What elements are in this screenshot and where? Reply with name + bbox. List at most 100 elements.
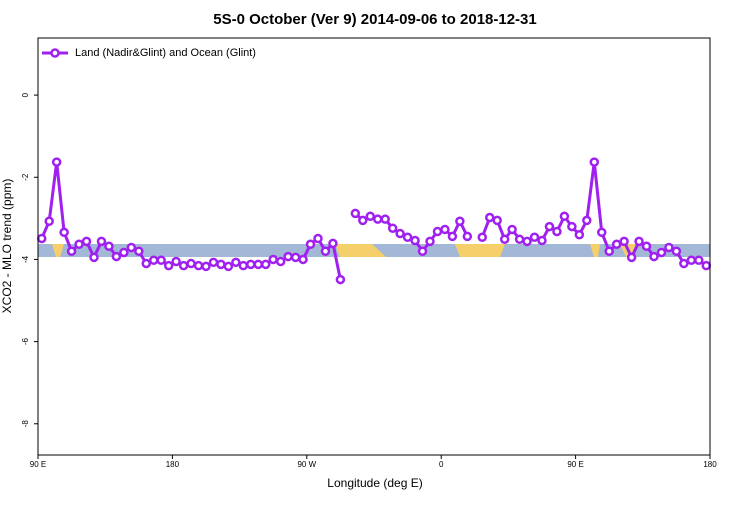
- data-point: [589, 157, 600, 167]
- data-point: [350, 208, 361, 219]
- data-point: [626, 252, 637, 263]
- data-point: [447, 231, 458, 242]
- data-point: [171, 256, 181, 267]
- data-point: [492, 215, 502, 226]
- data-point: [514, 234, 525, 245]
- data-point: [141, 258, 152, 269]
- data-point: [552, 226, 562, 237]
- y-tick-label: 0: [21, 92, 30, 97]
- data-point: [656, 247, 667, 258]
- data-point: [462, 231, 473, 242]
- legend-marker: [50, 48, 60, 58]
- x-axis-label: Longitude (deg E): [327, 476, 422, 490]
- data-point: [268, 254, 278, 265]
- data-point: [134, 246, 144, 256]
- data-point: [455, 216, 465, 226]
- data-point: [619, 236, 629, 247]
- data-point: [387, 223, 398, 233]
- data-point: [529, 232, 540, 243]
- data-point: [395, 228, 405, 239]
- y-tick-label: -6: [21, 338, 30, 346]
- data-point: [649, 251, 659, 262]
- data-point: [544, 221, 555, 232]
- data-point: [111, 251, 122, 262]
- data-point: [477, 232, 488, 243]
- data-point: [59, 227, 69, 238]
- data-point: [537, 235, 547, 246]
- data-point: [275, 256, 286, 267]
- data-point: [178, 260, 189, 271]
- data-point: [604, 246, 614, 256]
- data-point: [89, 252, 99, 263]
- data-point: [372, 214, 383, 224]
- data-point: [231, 257, 241, 268]
- data-point: [484, 212, 495, 223]
- data-point: [119, 247, 129, 258]
- data-point: [66, 246, 77, 256]
- data-point: [402, 232, 413, 243]
- data-point: [163, 260, 174, 271]
- data-point: [126, 242, 137, 253]
- data-point: [290, 252, 301, 263]
- data-point: [567, 221, 577, 232]
- data-point: [499, 234, 510, 245]
- data-point: [156, 255, 166, 266]
- data-point: [634, 236, 644, 247]
- data-point: [253, 259, 264, 270]
- data-point: [410, 235, 420, 246]
- data-point: [238, 260, 249, 271]
- data-point: [51, 157, 62, 167]
- data-point: [440, 224, 450, 235]
- data-point: [208, 257, 219, 268]
- chart-title: 5S-0 October (Ver 9) 2014-09-06 to 2018-…: [213, 11, 537, 28]
- data-point: [425, 236, 435, 247]
- data-point: [596, 227, 607, 238]
- data-point: [574, 230, 585, 240]
- data-point: [223, 261, 234, 272]
- data-point: [582, 215, 592, 226]
- data-point: [679, 258, 689, 269]
- yellow-regions: [52, 244, 640, 257]
- x-tick-label: 180: [703, 460, 717, 469]
- plot-frame: [37, 37, 711, 456]
- data-point: [201, 261, 211, 272]
- data-point: [694, 255, 704, 266]
- data-point: [686, 255, 697, 266]
- data-point: [417, 246, 428, 256]
- data-point: [358, 215, 368, 226]
- data-point: [611, 239, 622, 249]
- data-point: [36, 233, 47, 244]
- data-point: [305, 239, 316, 249]
- data-point: [664, 242, 674, 253]
- data-point: [193, 260, 204, 271]
- y-tick-label: -2: [21, 173, 30, 181]
- y-tick-label: -4: [21, 255, 30, 263]
- y-axis-label: XCO2 - MLO trend (ppm): [0, 179, 14, 314]
- data-point: [641, 241, 652, 252]
- data-point: [148, 255, 159, 266]
- data-point: [104, 241, 114, 252]
- data-point: [559, 211, 570, 222]
- y-tick-label: -8: [21, 420, 30, 428]
- x-tick-label: 180: [166, 460, 180, 469]
- x-tick-label: 90 E: [567, 460, 583, 469]
- data-point: [260, 259, 271, 270]
- data-point: [283, 251, 293, 262]
- data-point: [246, 259, 256, 270]
- data-point: [671, 246, 682, 256]
- data-point: [432, 226, 443, 237]
- data-point: [507, 224, 517, 235]
- data-point: [81, 236, 92, 247]
- data-point: [380, 214, 390, 224]
- data-point: [44, 216, 54, 226]
- data-point: [701, 260, 712, 271]
- data-point: [365, 211, 376, 222]
- data-point: [96, 236, 107, 247]
- data-point: [335, 274, 346, 285]
- x-tick-label: 90 E: [30, 460, 46, 469]
- data-point: [328, 238, 338, 249]
- data-point: [522, 236, 532, 247]
- data-point: [298, 254, 308, 265]
- data-point: [186, 258, 196, 269]
